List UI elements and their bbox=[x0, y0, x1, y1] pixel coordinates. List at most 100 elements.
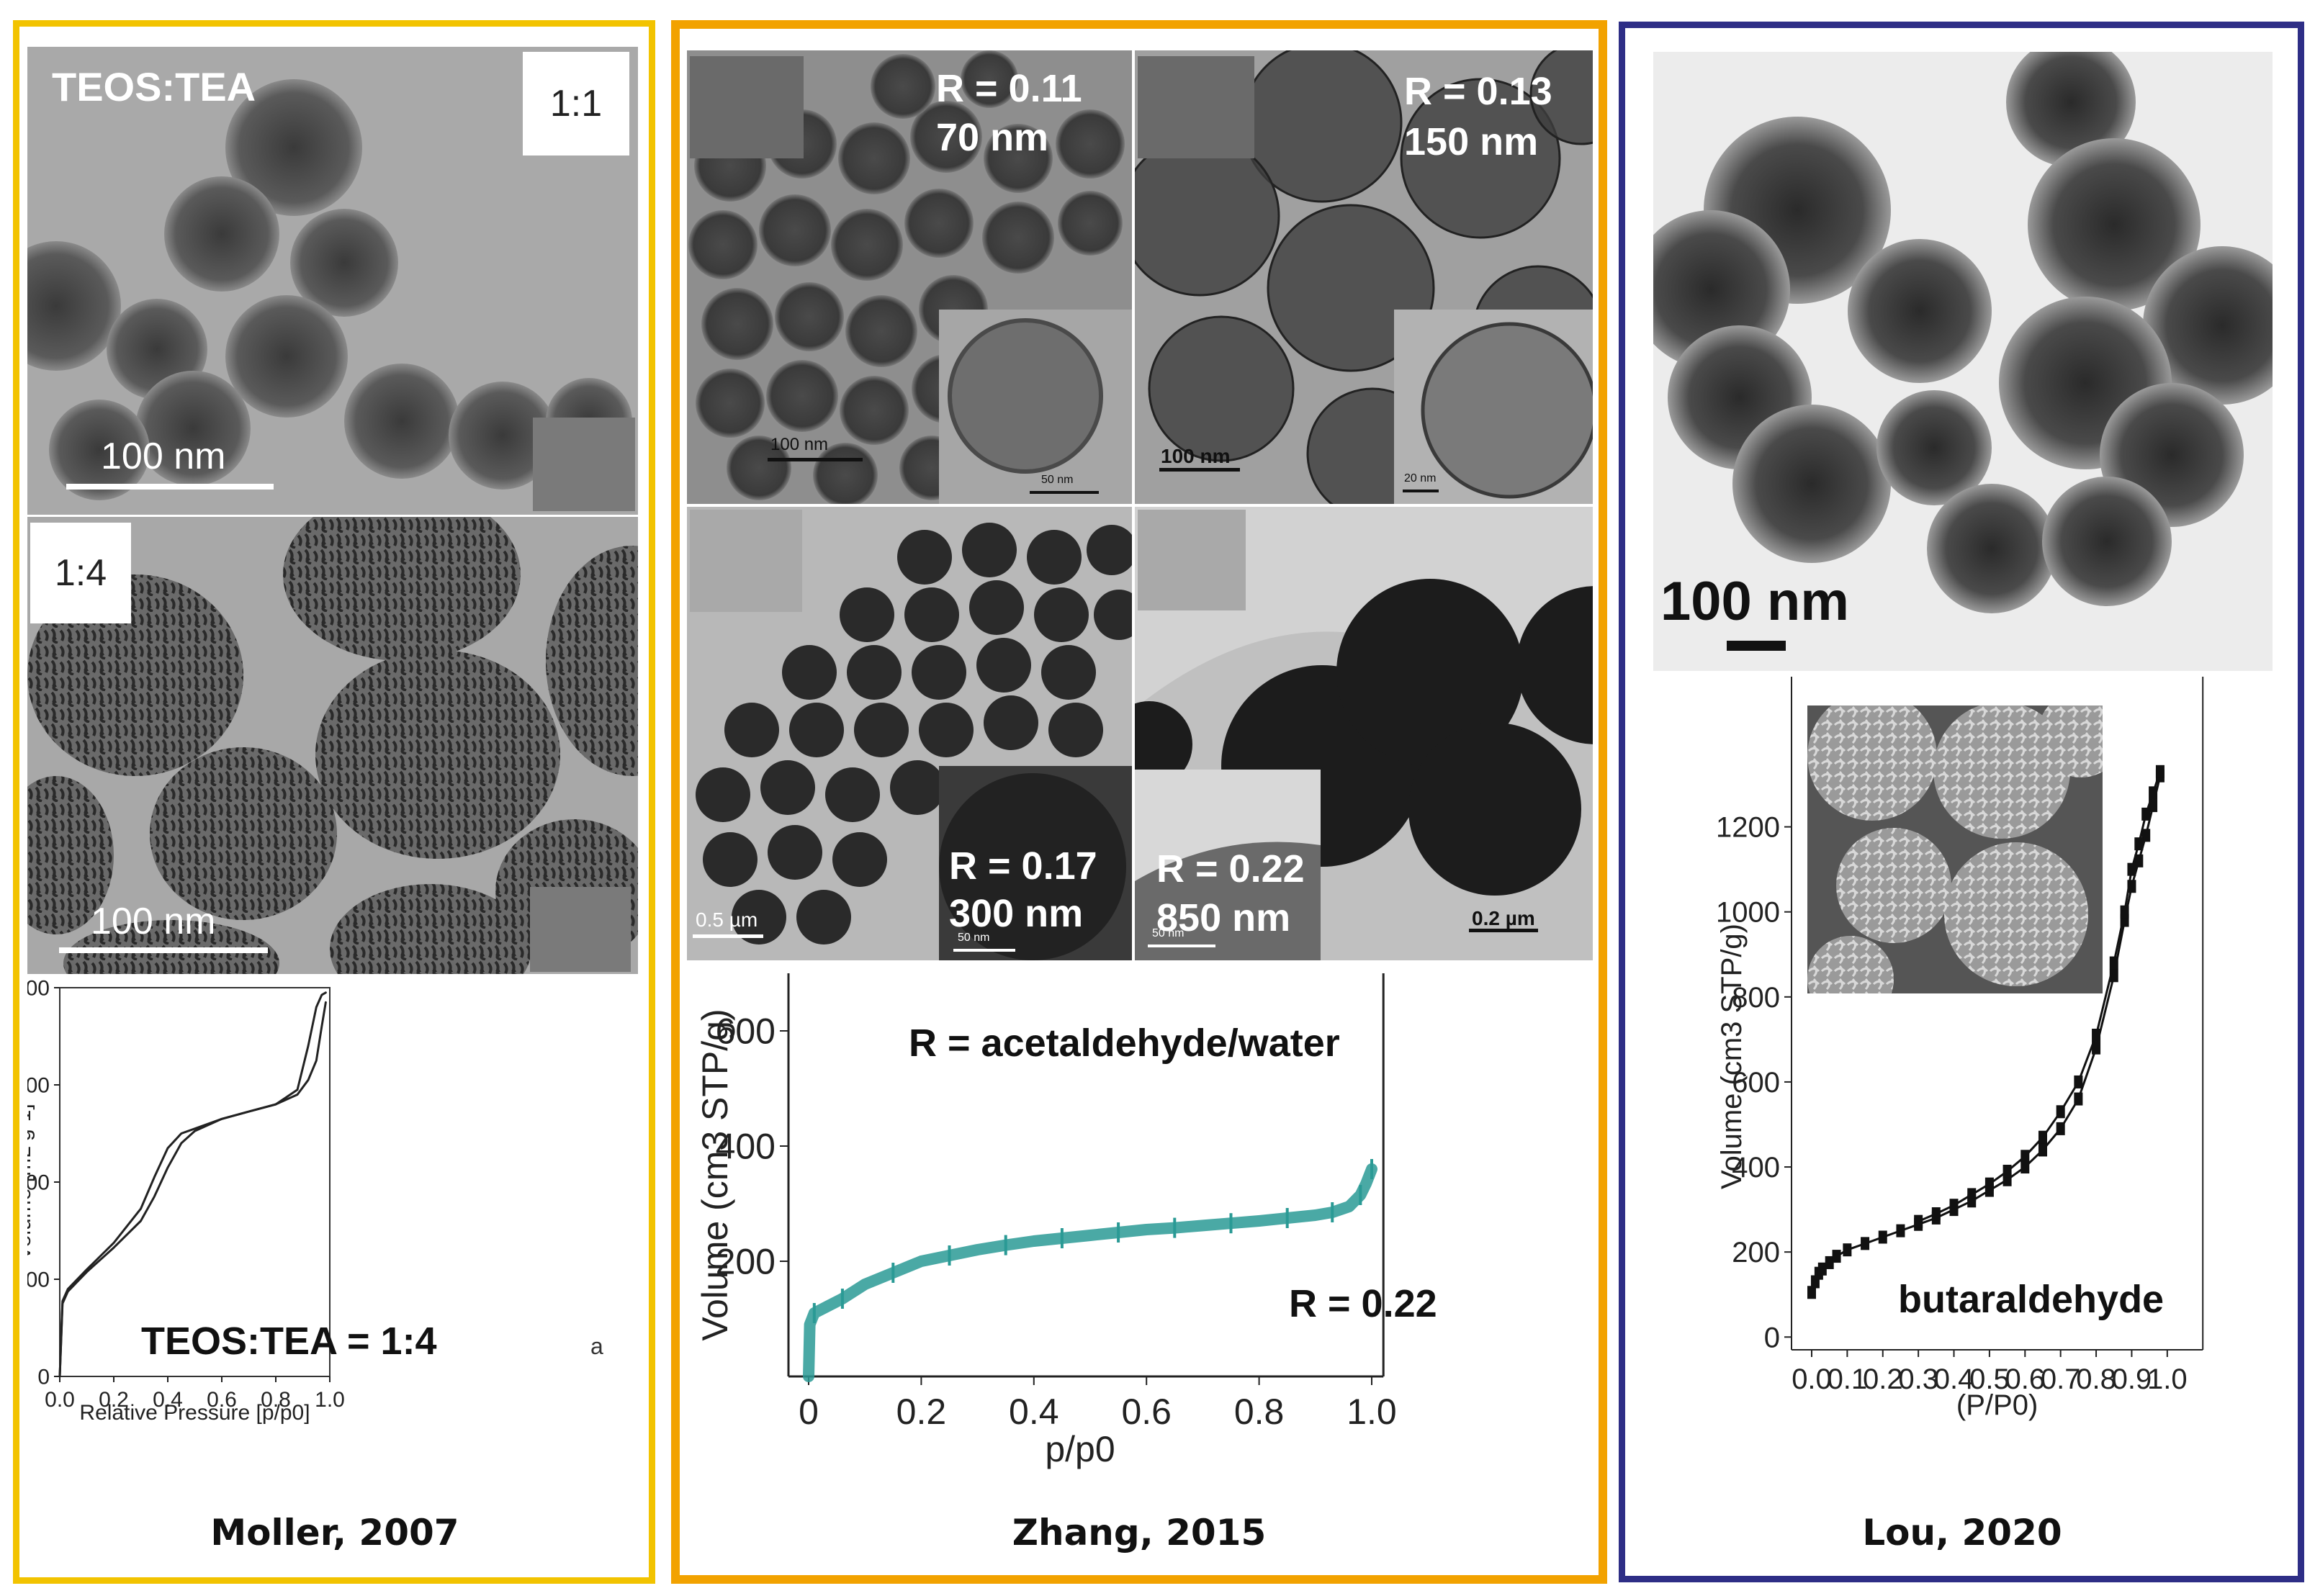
r-label-0-13: R = 0.13 bbox=[1404, 70, 1552, 113]
series-line-1 bbox=[58, 991, 327, 1378]
inset-scale-bar-label-zhang-1: 50 nm bbox=[1041, 474, 1074, 486]
x-tick-label: 0.1 bbox=[1828, 1363, 1868, 1395]
x-tick-label: 0.4 bbox=[1934, 1363, 1974, 1395]
x-tick-label: 0.6 bbox=[2005, 1363, 2045, 1395]
y-tick-label: 1000 bbox=[1716, 897, 1780, 929]
data-point bbox=[1984, 1177, 1994, 1191]
data-point bbox=[2155, 765, 2165, 778]
r-label-0-17: R = 0.17 bbox=[949, 844, 1097, 888]
inset-scale-bar-label-zhang-2: 20 nm bbox=[1404, 472, 1437, 484]
annotation-butaraldehyde: butaraldehyde bbox=[1898, 1278, 2165, 1321]
scale-bar-label-zhang-3: 0.5 µm bbox=[696, 909, 758, 931]
isotherm-chart-moller: 0.0 0.2 0.4 0.6 0.8 1.0 0 200 400 600 800 Relative … bbox=[27, 979, 345, 1425]
y-tick-label: 1200 bbox=[1716, 812, 1780, 844]
panel-moller-frame bbox=[13, 20, 655, 1584]
data-point bbox=[2141, 807, 2151, 821]
data-point bbox=[1843, 1243, 1852, 1257]
scale-bar-zhang-2 bbox=[1159, 468, 1240, 472]
data-point bbox=[1878, 1230, 1887, 1244]
data-point bbox=[2149, 786, 2158, 800]
scale-bar-label-zhang-2: 100 nm bbox=[1161, 445, 1231, 467]
data-point bbox=[2092, 1028, 2101, 1042]
y-tick-label: 800 bbox=[27, 979, 50, 1001]
data-point bbox=[1896, 1224, 1905, 1237]
x-tick-label: 1.0 bbox=[315, 1388, 345, 1412]
y-tick-label: 200 bbox=[716, 1242, 776, 1282]
y-tick-label: 400 bbox=[1732, 1152, 1780, 1184]
series-line-0 bbox=[803, 1163, 1377, 1382]
x-tick-label: 0.6 bbox=[1121, 1392, 1172, 1432]
tem-particles-zhang-0-11 bbox=[687, 50, 1132, 504]
r-label-0-22: R = 0.22 bbox=[1156, 847, 1305, 891]
scale-bar-moller-2 bbox=[59, 947, 268, 953]
x-tick-label: 0.4 bbox=[1009, 1392, 1059, 1432]
x-axis-label: Relative Pressure [p/p0] bbox=[79, 1401, 310, 1425]
inset-scale-bar-zhang-4 bbox=[1148, 944, 1215, 947]
gray-tab-zhang-3 bbox=[690, 510, 802, 612]
size-label-150nm: 150 nm bbox=[1404, 120, 1539, 163]
data-point bbox=[2092, 1041, 2101, 1055]
ratio-box-1-1-label: 1:1 bbox=[549, 83, 603, 125]
data-point bbox=[2074, 1092, 2083, 1106]
size-label-850nm: 850 nm bbox=[1156, 896, 1291, 939]
y-axis-label: Volume [mL g-1] bbox=[27, 1104, 35, 1260]
tem-image-zhang-0-13 bbox=[1135, 50, 1593, 504]
x-tick-label: 1.0 bbox=[2147, 1363, 2188, 1395]
sem-inset-particles-lou bbox=[1807, 705, 2103, 993]
data-point bbox=[2038, 1143, 2047, 1157]
plot-frame bbox=[59, 987, 331, 1377]
data-point bbox=[2109, 956, 2118, 970]
scale-bar-label-moller-1: 100 nm bbox=[101, 436, 226, 477]
y-tick-label: 600 bbox=[27, 1074, 50, 1098]
gray-tab-zhang-2 bbox=[1138, 56, 1254, 158]
data-point bbox=[1914, 1214, 1923, 1228]
annotation-r-0-22: R = 0.22 bbox=[1289, 1282, 1437, 1325]
caption-moller: Moller, 2007 bbox=[210, 1512, 459, 1554]
data-point bbox=[2020, 1150, 2030, 1163]
size-label-70nm: 70 nm bbox=[936, 116, 1049, 159]
x-tick-label: 0.2 bbox=[1863, 1363, 1903, 1395]
tem-image-moller-1-1 bbox=[27, 47, 638, 515]
inset-scale-bar-label-zhang-3: 50 nm bbox=[958, 932, 990, 944]
y-tick-label: 600 bbox=[1732, 1067, 1780, 1099]
data-point bbox=[1967, 1188, 1977, 1201]
x-tick-label: 0.0 bbox=[45, 1388, 75, 1412]
gray-tab-moller-2 bbox=[530, 887, 631, 972]
chart-plot-moller: 0.0 0.2 0.4 0.6 0.8 1.0 0 200 400 600 800 Relative … bbox=[27, 979, 345, 1425]
x-tick-label: 0.5 bbox=[1969, 1363, 2010, 1395]
chart-plot-zhang: 0 0.2 0.4 0.6 0.8 1.0 200 400 600 p/p0 Volume (cm3… bbox=[695, 973, 1397, 1469]
scale-bar-label-moller-2: 100 nm bbox=[91, 901, 216, 942]
tem-particles-moller-1-1 bbox=[27, 47, 638, 515]
ratio-box-1-4-label: 1:4 bbox=[54, 552, 107, 594]
inset-scale-bar-label-zhang-4: 50 nm bbox=[1152, 927, 1185, 939]
data-point bbox=[2134, 854, 2144, 867]
x-tick-label: 0.3 bbox=[1898, 1363, 1938, 1395]
x-axis-label: (P/P0) bbox=[1956, 1389, 2038, 1421]
scale-bar-label-zhang-4: 0.2 µm bbox=[1472, 907, 1535, 929]
tem-particles-zhang-0-13 bbox=[1135, 50, 1593, 504]
gray-tab-zhang-4 bbox=[1138, 510, 1246, 610]
data-point bbox=[2056, 1122, 2065, 1135]
data-point bbox=[2127, 862, 2136, 876]
data-point bbox=[1861, 1237, 1870, 1250]
x-tick-label: 0.8 bbox=[261, 1388, 291, 1412]
data-point bbox=[2020, 1160, 2030, 1174]
inset-scale-bar-zhang-3 bbox=[953, 949, 1015, 952]
data-point bbox=[2056, 1105, 2065, 1119]
scale-bar-zhang-1 bbox=[768, 458, 863, 461]
data-point bbox=[1807, 1286, 1816, 1299]
ratio-box-1-4: 1:4 bbox=[30, 523, 131, 623]
x-tick-label: 0.0 bbox=[1792, 1363, 1832, 1395]
x-tick-label: 0.8 bbox=[1234, 1392, 1285, 1432]
scale-bar-label-zhang-1: 100 nm bbox=[770, 435, 829, 454]
caption-zhang: Zhang, 2015 bbox=[1012, 1512, 1267, 1554]
panel-letter-a: a bbox=[590, 1333, 603, 1359]
caption-lou: Lou, 2020 bbox=[1862, 1512, 2062, 1554]
series-line-0 bbox=[58, 1001, 327, 1378]
inset-scale-bar-zhang-1 bbox=[1030, 491, 1099, 494]
y-tick-label: 0 bbox=[1764, 1322, 1780, 1353]
isotherm-chart-lou: 0.00.10.20.30.40.50.60.70.80.91.0 0 200 400… bbox=[1716, 677, 2204, 1421]
x-tick-label: 0.4 bbox=[153, 1388, 183, 1412]
scale-bar-zhang-4 bbox=[1469, 929, 1538, 932]
x-tick-label: 1.0 bbox=[1347, 1392, 1397, 1432]
